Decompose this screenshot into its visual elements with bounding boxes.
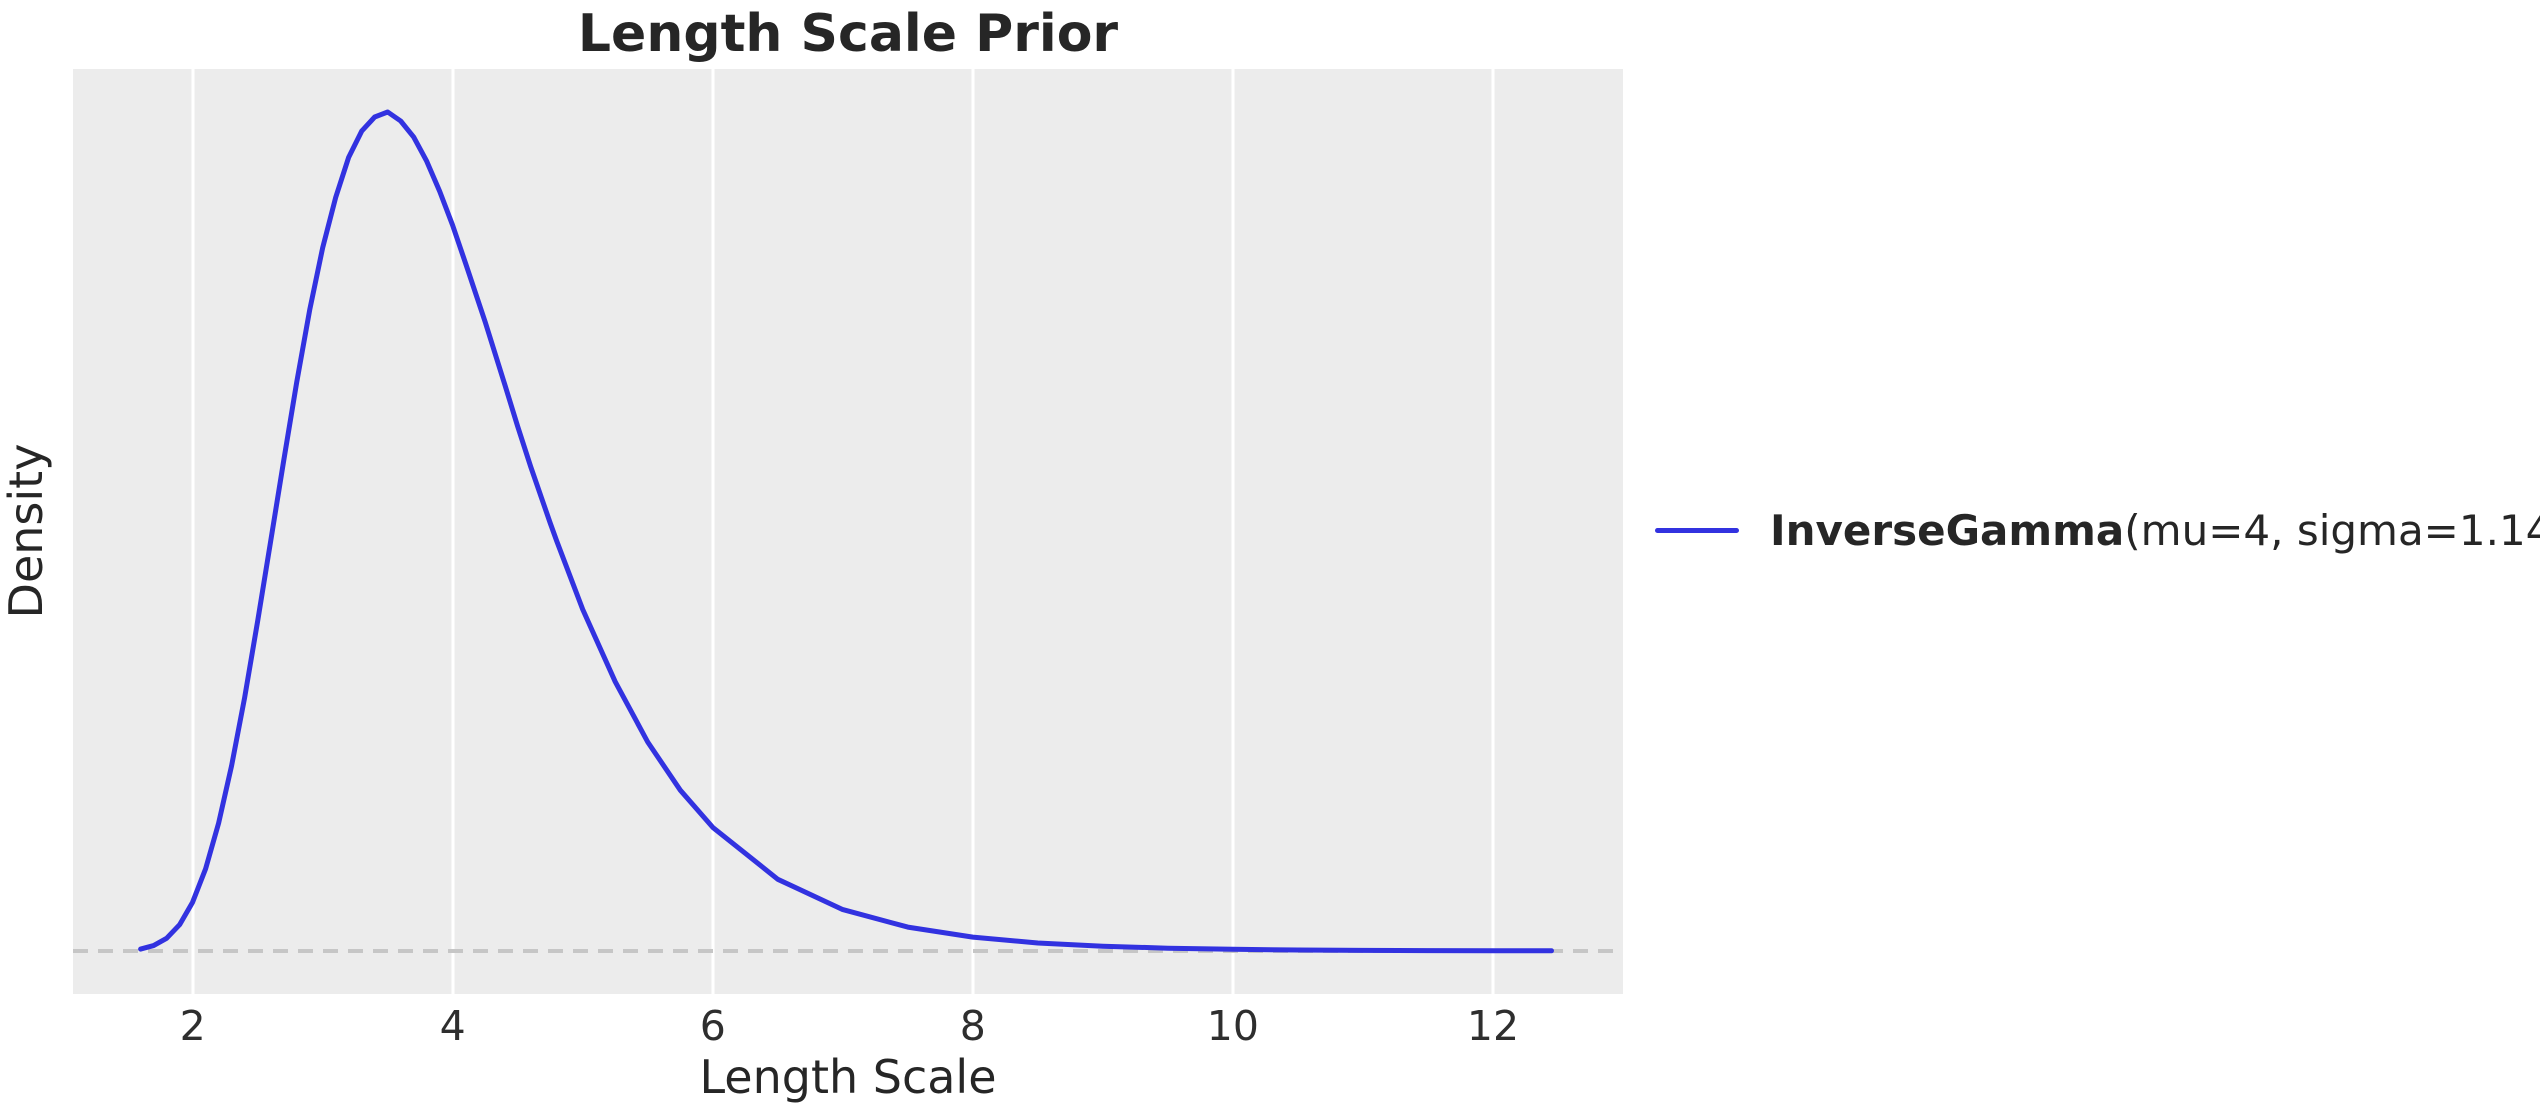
gridline-x-4	[451, 69, 455, 994]
x-tick-label-10: 10	[1206, 1002, 1259, 1050]
x-axis-label: Length Scale	[699, 1050, 997, 1104]
legend-line-sample	[1655, 527, 1739, 533]
x-tick-label-6: 6	[699, 1002, 726, 1050]
y-axis-label: Density	[0, 443, 53, 619]
gridline-x-12	[1491, 69, 1495, 994]
chart-title: Length Scale Prior	[577, 4, 1119, 64]
density-curve-0	[138, 109, 1554, 954]
gridline-x-8	[971, 69, 975, 994]
gridline-x-10	[1231, 69, 1235, 994]
legend-label-params: (mu=4, sigma=1.14)	[2124, 505, 2540, 555]
x-tick-label-4: 4	[439, 1002, 466, 1050]
x-tick-label-2: 2	[179, 1002, 206, 1050]
plot-canvas	[73, 109, 1623, 954]
legend-label-distribution: InverseGamma	[1770, 505, 2125, 555]
x-tick-label-8: 8	[959, 1002, 986, 1050]
legend-label: InverseGamma(mu=4, sigma=1.14)	[1770, 506, 2540, 555]
legend: InverseGamma(mu=4, sigma=1.14)	[1655, 505, 2540, 555]
plot-area	[73, 69, 1623, 994]
gridline-x-2	[191, 69, 195, 994]
gridline-x-6	[711, 69, 715, 994]
x-tick-label-12: 12	[1466, 1002, 1520, 1050]
